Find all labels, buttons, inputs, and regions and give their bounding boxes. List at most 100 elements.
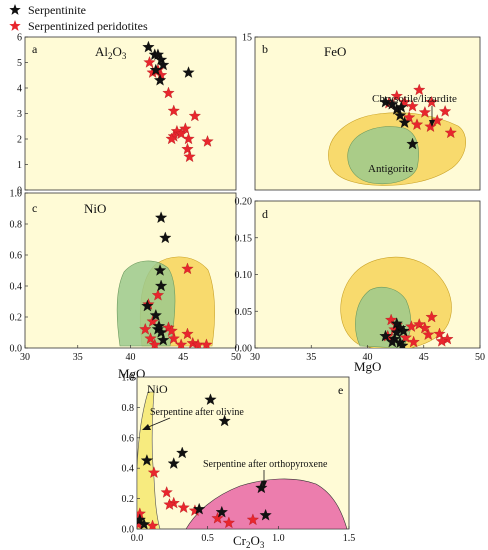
panel-a: 0 1 2 3 4 5 6 a Al2O3 bbox=[17, 33, 237, 197]
panel-e-xtick-label: 0.0 bbox=[131, 533, 144, 544]
peridotite-point bbox=[390, 89, 403, 102]
peridotite-point bbox=[433, 327, 446, 340]
panel-d-xtick-label: 35 bbox=[306, 352, 316, 363]
peridotite-point bbox=[413, 83, 426, 96]
peridotite-point bbox=[418, 106, 431, 118]
panel-a-ytick-label: 5 bbox=[17, 58, 22, 69]
peridotite-point bbox=[144, 332, 157, 344]
peridotite-point bbox=[222, 516, 235, 529]
panel-c-ytick-label: 0.8 bbox=[10, 220, 23, 231]
panel-b-label: b bbox=[262, 42, 268, 56]
serpentinite-point bbox=[255, 481, 268, 494]
panel-c-ytick-label: 0.4 bbox=[10, 282, 23, 293]
panel-b-element: FeO bbox=[324, 44, 346, 59]
olivine-annotation: Serpentine after olivine bbox=[150, 407, 244, 418]
peridotite-point bbox=[165, 132, 178, 145]
panel-d-xtick-label: 50 bbox=[475, 352, 485, 363]
orthopyroxene-annotation: Serpentine after orthopyroxene bbox=[203, 459, 328, 470]
panel-a-label: a bbox=[32, 42, 38, 56]
peridotite-point bbox=[439, 105, 452, 117]
panel-e-xtick-label: 0.5 bbox=[201, 533, 214, 544]
panel-c-xtick-label: 40 bbox=[126, 352, 136, 363]
peridotite-point bbox=[418, 321, 431, 334]
peridotite-point bbox=[407, 335, 420, 348]
peridotite-point bbox=[163, 498, 176, 510]
peridotite-point bbox=[146, 519, 159, 529]
serpentinite-point bbox=[218, 414, 231, 427]
chrysotile-lizardite-arrowhead bbox=[429, 120, 435, 127]
panel-e-xlabel: Cr2O3 bbox=[233, 533, 265, 550]
peridotite-point bbox=[424, 120, 437, 132]
peridotite-point bbox=[175, 127, 188, 140]
peridotite-point bbox=[413, 318, 426, 330]
serpentine-after-orthopyroxene-field bbox=[185, 478, 348, 529]
panel-a-ytick-label: 2 bbox=[17, 135, 22, 146]
peridotite-point bbox=[398, 95, 411, 108]
peridotite-point bbox=[139, 322, 152, 335]
peridotite-point bbox=[146, 315, 159, 327]
serpentinite-point bbox=[141, 299, 154, 312]
panel-c-xtick-label: 50 bbox=[231, 352, 241, 363]
panel-e-ytick-label: 0.4 bbox=[122, 464, 135, 475]
antigorite-annotation: Antigorite bbox=[368, 163, 413, 175]
serpentinite-point bbox=[193, 502, 206, 515]
panel-d-ytick-label: 0.05 bbox=[235, 307, 253, 318]
peridotite-point bbox=[246, 513, 260, 526]
panel-c-element: NiO bbox=[84, 201, 106, 216]
peridotite-point bbox=[143, 56, 156, 68]
panel-e-ytick-label: 0.6 bbox=[122, 433, 135, 444]
serpentinite-point bbox=[379, 95, 392, 108]
panel-e-ytick-label: 0.0 bbox=[122, 525, 135, 536]
peridotite-point bbox=[441, 332, 454, 345]
panel-a-ytick-label: 4 bbox=[17, 84, 22, 95]
peridotite-point bbox=[177, 501, 190, 513]
legend-peridotite-marker bbox=[9, 20, 21, 31]
serpentinite-point bbox=[395, 100, 408, 113]
peridotite-point bbox=[181, 327, 194, 340]
serpentinite-point bbox=[406, 137, 419, 150]
peridotite-point bbox=[399, 331, 412, 343]
legend-peridotite-label: Serpentinized peridotites bbox=[28, 19, 148, 33]
antigorite-field bbox=[347, 126, 419, 185]
panel-d-xlabel: MgO bbox=[354, 359, 381, 374]
serpentinite-point bbox=[259, 508, 272, 521]
panel-c-xtick-label: 45 bbox=[178, 352, 188, 363]
serpentinite-point bbox=[398, 116, 411, 128]
serpentinite-point bbox=[397, 324, 410, 337]
orthopyroxene-arrowhead bbox=[261, 481, 267, 488]
panel-a-ytick-label: 1 bbox=[17, 160, 22, 171]
panel-c-ytick-label: 1.0 bbox=[10, 189, 23, 200]
serpentinite-point bbox=[153, 264, 167, 276]
legend-serpentinite-label: Serpentinite bbox=[28, 3, 86, 17]
panel-e-label: e bbox=[338, 383, 343, 397]
peridotite-point bbox=[211, 511, 224, 524]
peridotite-point bbox=[175, 338, 188, 348]
legend-serpentinite-marker bbox=[9, 4, 21, 15]
serpentinite-point bbox=[157, 333, 170, 346]
panel-c-xtick-label: 30 bbox=[20, 352, 30, 363]
chrysotile-lizardite-annotation: Chrysotile/lizardite bbox=[372, 93, 457, 105]
serpentinite-point bbox=[176, 446, 189, 459]
peridotite-point bbox=[167, 104, 180, 117]
peridotite-point bbox=[181, 262, 194, 275]
peridotite-point bbox=[160, 486, 173, 498]
panel-b-ytick-label: 15 bbox=[242, 33, 252, 44]
panel-c-ytick-label: 0.6 bbox=[10, 251, 23, 262]
panel-e-ytick-label: 1.0 bbox=[122, 373, 135, 384]
peridotite-point bbox=[147, 466, 161, 478]
peridotite-point bbox=[201, 135, 214, 147]
serpentinite-point bbox=[154, 279, 168, 292]
panel-e-ytick-label: 0.2 bbox=[122, 494, 135, 505]
panel-d: 0.00 0.05 0.10 0.15 0.20 30 35 40 45 50 d MgO bbox=[235, 197, 486, 375]
panel-c-ytick-label: 0.0 bbox=[10, 344, 23, 355]
peridotite-point bbox=[405, 320, 418, 332]
peridotite-point bbox=[425, 310, 438, 323]
serpentinite-point bbox=[154, 326, 168, 338]
serpentinite-point bbox=[386, 335, 399, 348]
peridotite-point bbox=[425, 95, 438, 108]
serpentinite-point bbox=[379, 329, 392, 342]
serpentinite-point bbox=[204, 393, 217, 405]
serpentinite-point bbox=[394, 109, 407, 121]
panel-d-label: d bbox=[262, 207, 268, 221]
serpentinite-point bbox=[153, 73, 167, 86]
